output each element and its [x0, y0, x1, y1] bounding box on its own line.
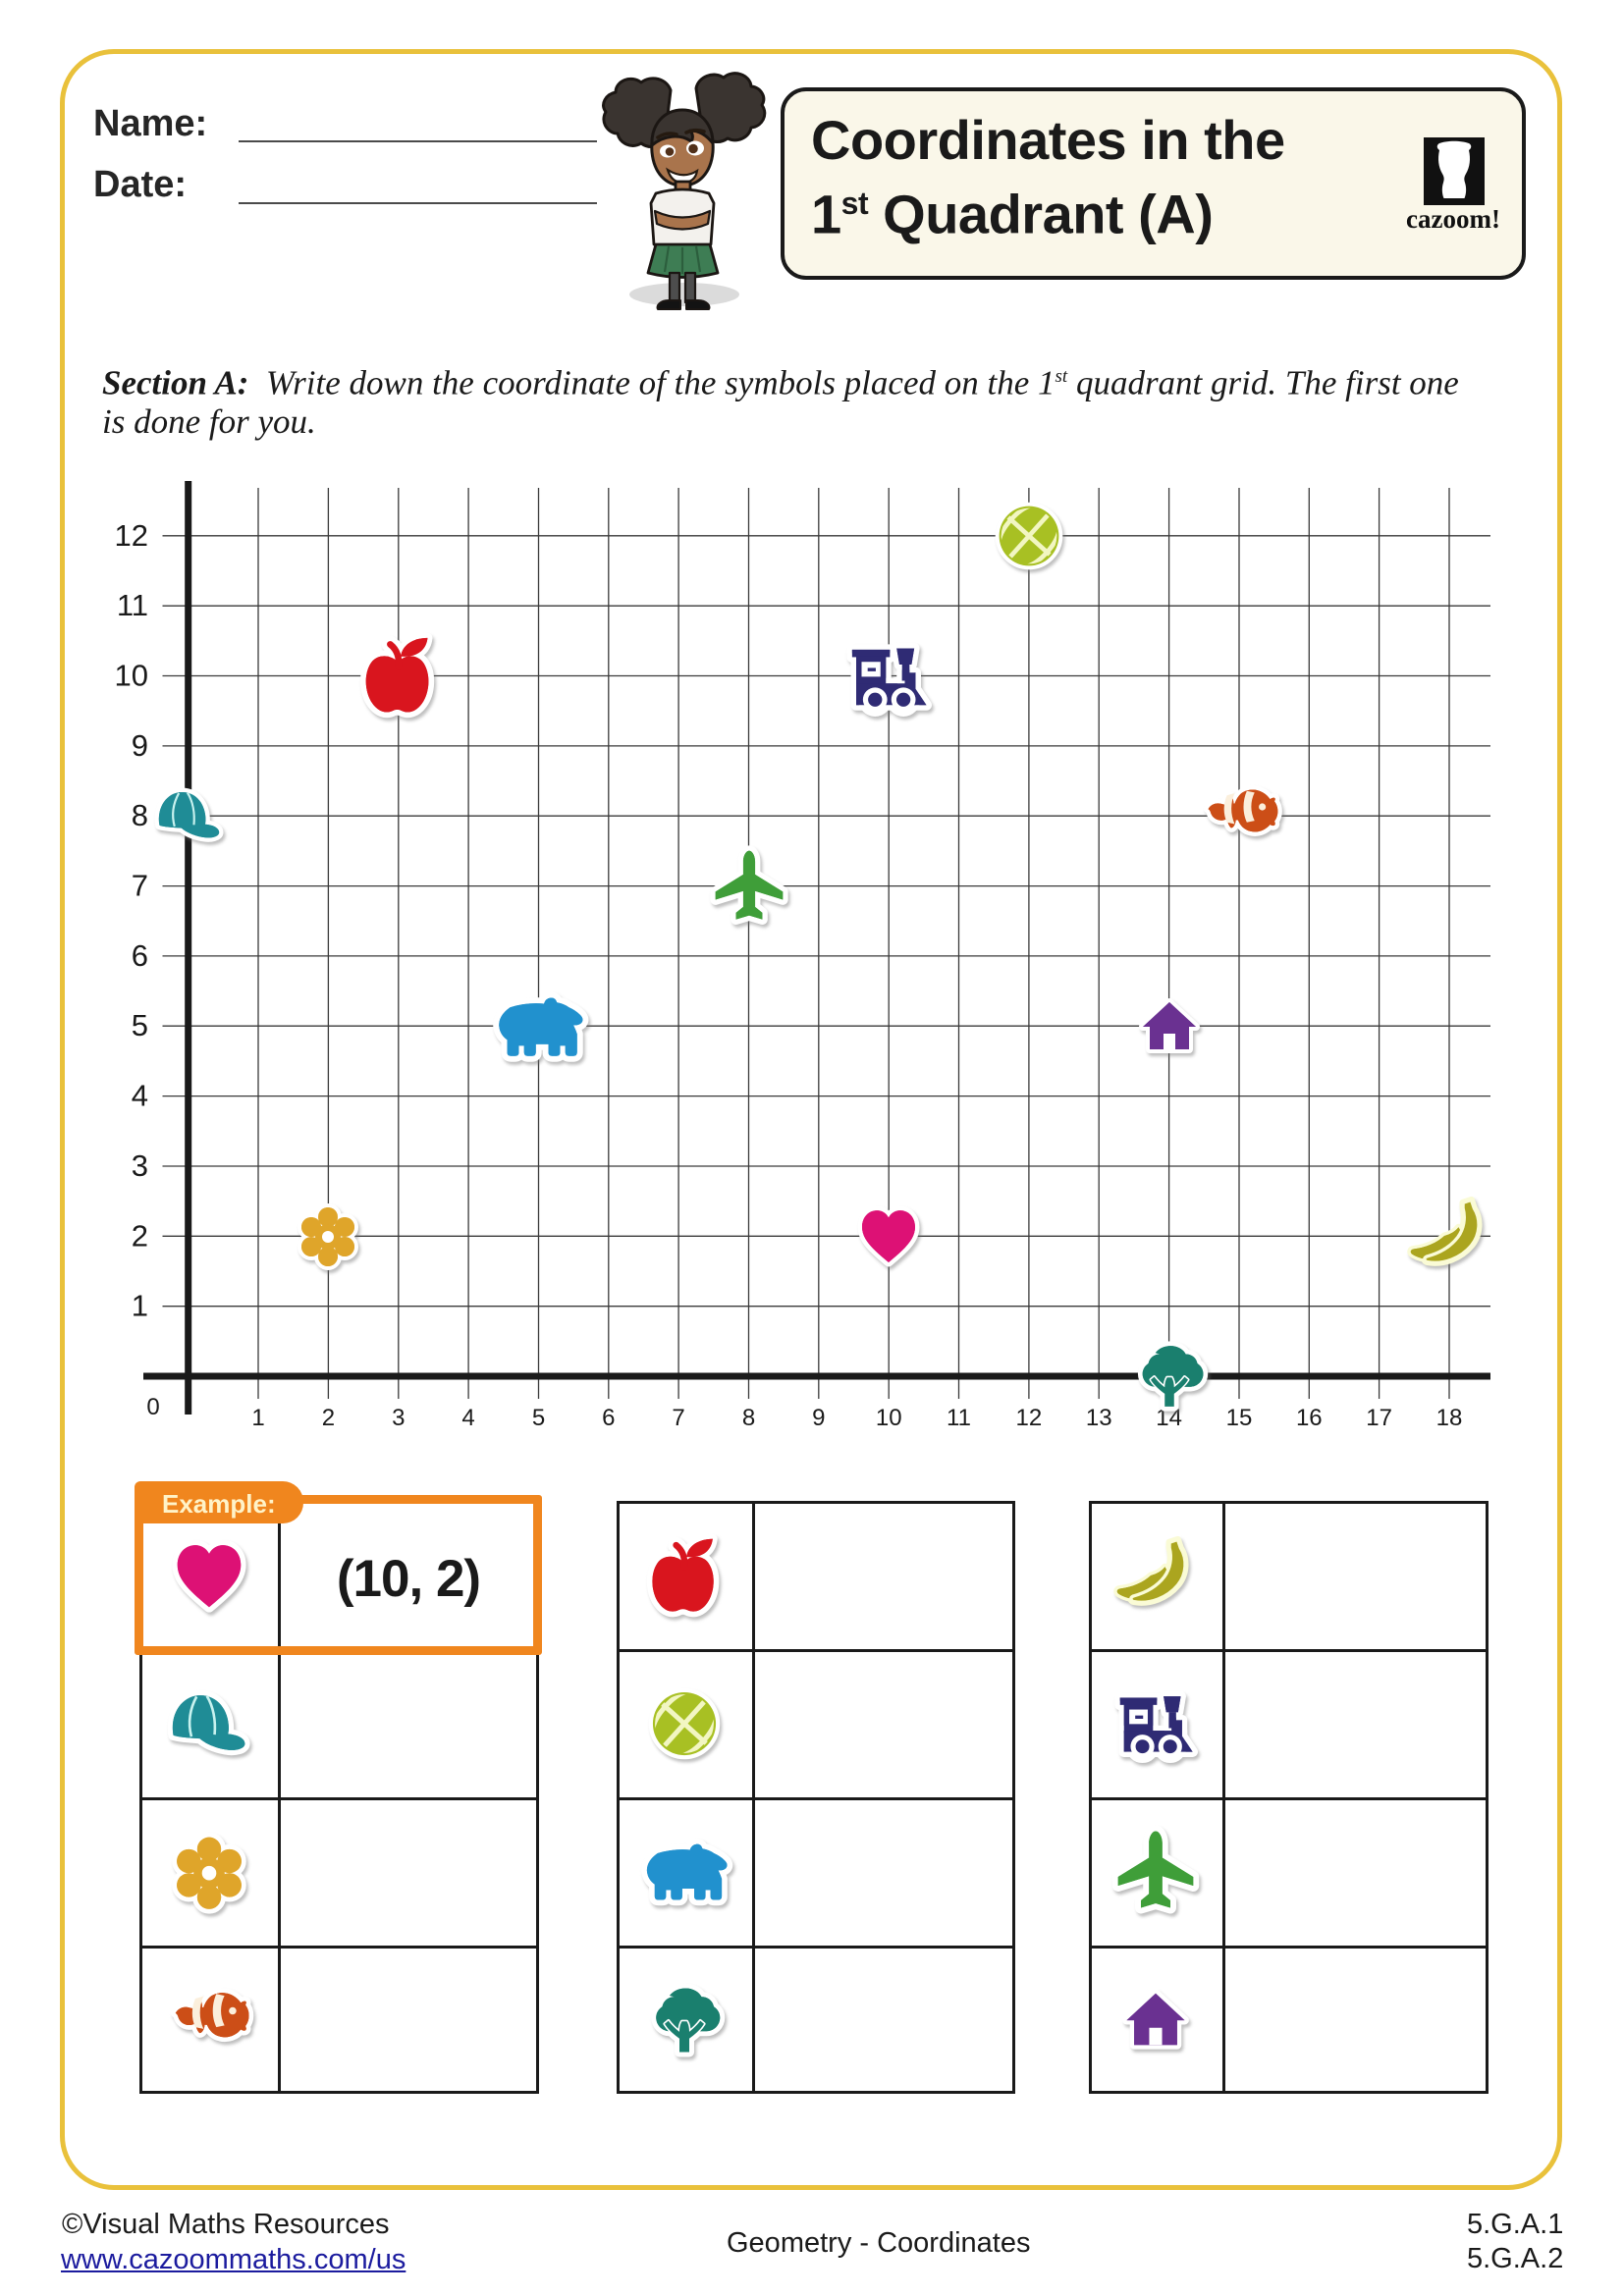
svg-text:4: 4	[461, 1405, 474, 1431]
svg-text:7: 7	[132, 869, 148, 903]
svg-text:12: 12	[1016, 1405, 1043, 1431]
svg-text:4: 4	[132, 1079, 148, 1113]
svg-text:5: 5	[132, 1008, 148, 1042]
svg-text:3: 3	[392, 1405, 405, 1431]
svg-text:15: 15	[1226, 1405, 1253, 1431]
svg-text:6: 6	[132, 938, 148, 973]
svg-text:12: 12	[115, 518, 148, 553]
svg-text:9: 9	[132, 728, 148, 763]
svg-text:cazoom!: cazoom!	[1406, 204, 1500, 232]
svg-text:1: 1	[251, 1405, 264, 1431]
svg-text:7: 7	[672, 1405, 684, 1431]
svg-text:10: 10	[115, 659, 148, 693]
svg-text:2: 2	[322, 1405, 335, 1431]
svg-text:1: 1	[132, 1289, 148, 1323]
svg-text:8: 8	[132, 798, 148, 832]
svg-text:0: 0	[146, 1394, 159, 1420]
svg-text:6: 6	[602, 1405, 615, 1431]
svg-text:9: 9	[812, 1405, 825, 1431]
svg-text:13: 13	[1086, 1405, 1112, 1431]
svg-text:8: 8	[742, 1405, 755, 1431]
svg-text:11: 11	[117, 588, 148, 622]
svg-text:18: 18	[1436, 1405, 1463, 1431]
svg-text:3: 3	[132, 1148, 148, 1183]
svg-text:2: 2	[132, 1218, 148, 1253]
svg-text:17: 17	[1366, 1405, 1392, 1431]
svg-text:5: 5	[532, 1405, 545, 1431]
svg-text:16: 16	[1296, 1405, 1323, 1431]
svg-text:10: 10	[876, 1405, 902, 1431]
svg-text:11: 11	[947, 1405, 971, 1431]
